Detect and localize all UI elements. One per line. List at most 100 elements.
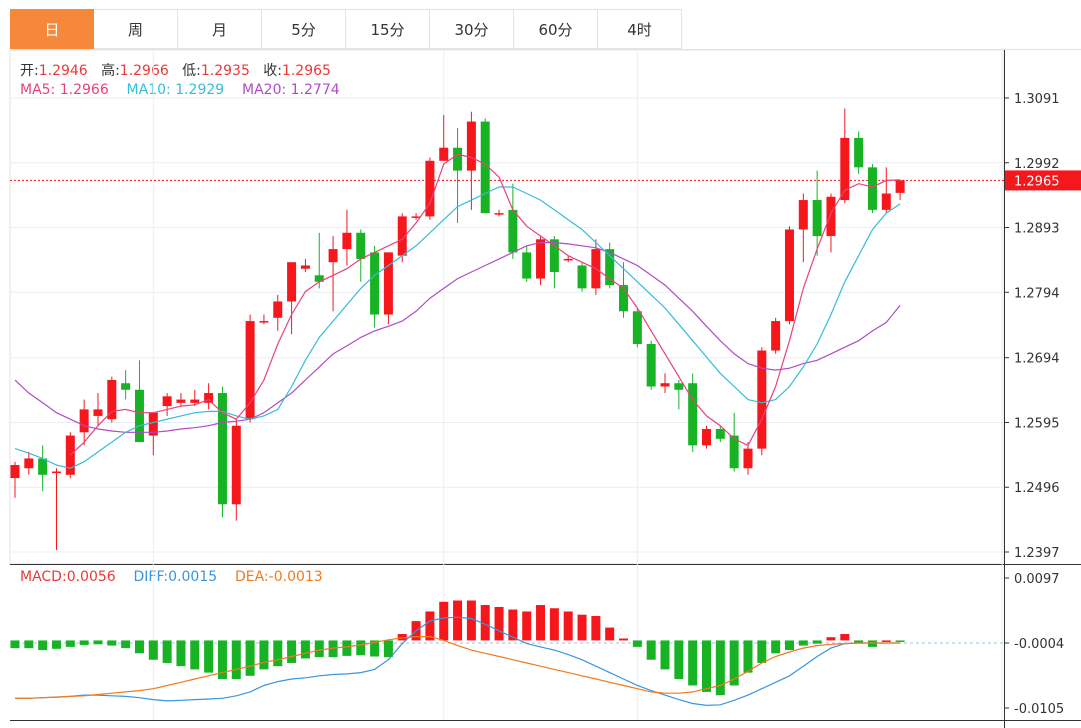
low-value: 1.2935: [200, 63, 250, 79]
candle-body-11: [162, 396, 172, 407]
candle-body-59: [826, 196, 836, 237]
macd-bar-19: [273, 640, 283, 667]
macd-bar-12: [176, 640, 186, 667]
candle-body-38: [536, 239, 546, 279]
tab-5[interactable]: 30分: [430, 9, 514, 49]
price-tick-4: 1.2694: [1014, 352, 1060, 367]
macd-bar-10: [148, 640, 158, 660]
macd-bar-13: [190, 640, 200, 670]
macd-bar-55: [771, 640, 781, 654]
open-label: 开:: [20, 63, 39, 79]
candle-body-19: [273, 301, 283, 318]
candle-body-55: [771, 321, 781, 351]
macd-bar-38: [536, 605, 546, 641]
tab-4[interactable]: 15分: [346, 9, 430, 49]
candle-body-16: [231, 425, 241, 505]
price-tick-1: 1.2992: [1014, 157, 1060, 172]
candle-body-45: [632, 311, 642, 344]
candle-body-61: [854, 137, 864, 168]
macd-bar-20: [287, 640, 297, 663]
tab-3[interactable]: 5分: [262, 9, 346, 49]
ma5-line: [69, 153, 901, 456]
macd-bar-16: [231, 640, 241, 680]
candle-body-51: [715, 429, 725, 439]
macd-bar-39: [549, 608, 559, 641]
macd-bar-47: [660, 640, 670, 670]
candle-body-2: [38, 458, 48, 475]
timeframe-tabs: 日周月 5分 15分 30分 60分 4时: [10, 9, 682, 49]
candle-body-25: [356, 232, 366, 259]
candle-body-54: [757, 350, 767, 449]
candle-body-8: [121, 383, 131, 390]
current-price-text: 1.2965: [1014, 174, 1060, 189]
macd-bar-33: [466, 600, 476, 641]
macd-bar-58: [812, 640, 822, 644]
close-value: 1.2965: [281, 63, 331, 79]
price-tick-7: 1.2397: [1014, 546, 1060, 561]
macd-bar-8: [121, 640, 131, 649]
tab-1[interactable]: 周: [94, 9, 178, 49]
tab-2[interactable]: 月: [178, 9, 262, 49]
macd-bar-14: [204, 640, 214, 673]
candle-body-7: [107, 379, 117, 420]
candle-body-9: [134, 389, 144, 443]
macd-bar-3: [51, 640, 61, 649]
macd-bar-54: [757, 640, 767, 663]
macd-bar-51: [715, 640, 725, 696]
tab-7[interactable]: 4时: [598, 9, 682, 49]
price-tick-5: 1.2595: [1014, 416, 1060, 431]
ma10-label: MA10:: [126, 82, 171, 98]
price-tick-0: 1.3091: [1014, 92, 1060, 107]
candle-body-17: [245, 321, 255, 420]
candle-body-21: [300, 265, 310, 269]
candle-body-15: [217, 393, 227, 505]
candle-body-39: [549, 239, 559, 273]
macd-bar-44: [619, 638, 629, 641]
macd-bar-63: [881, 640, 891, 642]
price-tick-2: 1.2893: [1014, 222, 1060, 237]
candle-body-22: [314, 275, 324, 282]
macd-bar-46: [646, 640, 656, 660]
ma5-label: MA5:: [20, 82, 56, 98]
diff-value: 0.0015: [168, 569, 218, 585]
candle-body-5: [79, 409, 89, 433]
macd-bar-31: [439, 601, 449, 641]
macd-tick-2: -0.0105: [1014, 702, 1064, 717]
ma20-label: MA20:: [242, 82, 287, 98]
macd-bar-23: [328, 640, 338, 658]
candle-body-10: [148, 412, 158, 436]
macd-bar-17: [245, 640, 255, 676]
macd-bar-61: [854, 640, 864, 644]
macd-bar-56: [784, 640, 794, 651]
macd-bar-26: [370, 640, 380, 657]
candle-body-47: [660, 383, 670, 387]
macd-bar-49: [688, 640, 698, 686]
candle-body-30: [425, 160, 435, 217]
dea-label: DEA:: [234, 569, 269, 585]
macd-bar-42: [591, 615, 601, 641]
tab-6[interactable]: 60分: [514, 9, 598, 49]
candle-body-31: [439, 147, 449, 161]
macd-bar-48: [674, 640, 684, 680]
macd-bar-6: [93, 640, 103, 645]
macd-bar-35: [494, 606, 504, 641]
macd-bar-7: [107, 640, 117, 646]
tab-0[interactable]: 日: [10, 9, 94, 49]
candle-body-20: [287, 262, 297, 302]
macd-bar-34: [480, 605, 490, 641]
macd-tick-0: 0.0097: [1014, 572, 1060, 587]
macd-bar-50: [702, 640, 711, 692]
close-label: 收:: [263, 63, 282, 79]
macd-bar-4: [65, 640, 75, 647]
macd-label: MACD:: [20, 569, 67, 585]
macd-bar-64: [895, 640, 905, 642]
open-value: 1.2946: [38, 63, 88, 79]
macd-bar-24: [342, 640, 352, 656]
current-price-tag: [1005, 170, 1081, 191]
macd-bar-41: [577, 614, 587, 641]
candle-body-36: [508, 209, 518, 253]
candle-body-50: [702, 429, 711, 446]
macd-bar-40: [563, 611, 573, 641]
ma10-line: [14, 186, 901, 469]
